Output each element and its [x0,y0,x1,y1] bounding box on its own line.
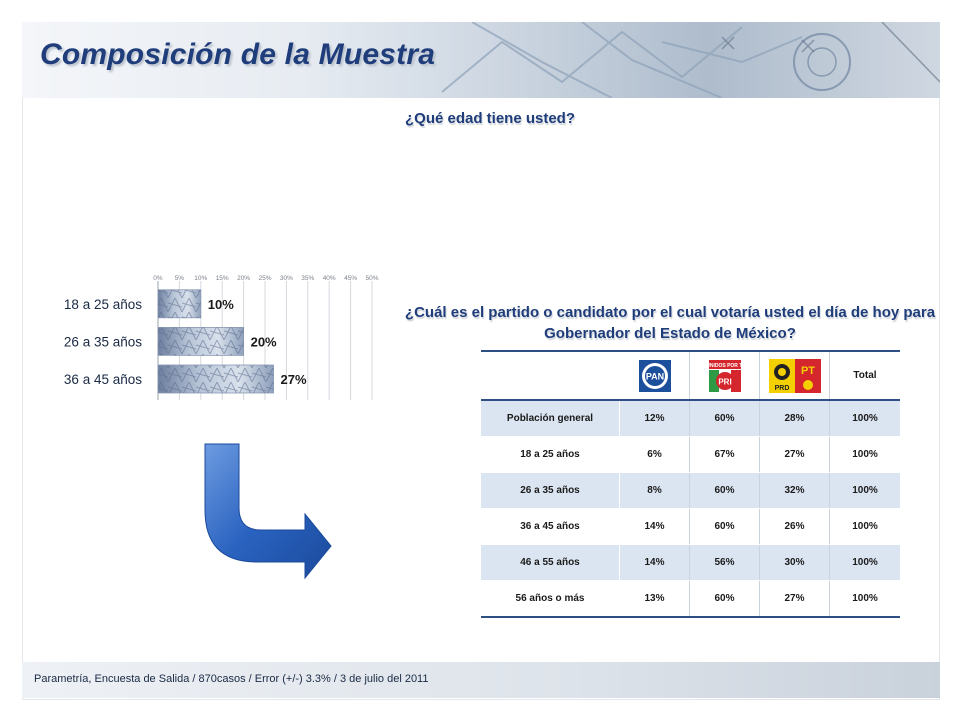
row-label: 26 a 35 años [481,472,620,509]
x-tick-label: 15% [216,275,229,282]
x-tick-label: 45% [344,275,357,282]
value-label: 27% [281,372,307,387]
row-label: Población general [481,400,620,437]
table-row: 36 a 45 años 14% 60% 26% 100% [481,508,900,545]
table-header-row: PAN UNIDOS POR TI PRI PRD PT [481,350,900,401]
table-cell: 60% [689,580,760,618]
table-cell: 67% [689,436,760,473]
table-cell: 100% [829,580,900,618]
category-label: 26 a 35 años [64,334,142,349]
table-cell: 28% [759,400,830,437]
table-cell: 30% [759,544,830,581]
table-cell: 6% [619,436,690,473]
table-row: 18 a 25 años 6% 67% 27% 100% [481,436,900,473]
table-cell: 14% [619,544,690,581]
row-label: 36 a 45 años [481,508,620,545]
footer-source-text: Parametría, Encuesta de Salida / 870caso… [34,673,429,685]
table-cell: 60% [689,400,760,437]
row-label: 56 años o más [481,580,620,618]
table-cell: 60% [689,472,760,509]
row-label: 46 a 55 años [481,544,620,581]
table-cell: 100% [829,472,900,509]
table-cell: 100% [829,436,900,473]
x-tick-label: 40% [323,275,336,282]
table-cell: 60% [689,508,760,545]
value-label: 10% [208,297,234,312]
table-cell: 13% [619,580,690,618]
arrow-icon [204,443,332,580]
age-bar-chart: 0% 5% 10% 15% 20% 25% 30% 35% 40% 45% 50% 18 a 25 … [64,275,379,400]
pri-logo-banner: UNIDOS POR TI [706,363,744,369]
header-banner [22,22,940,98]
table-header-total: Total [829,350,900,401]
slide-title: Composición de la Muestra [40,38,436,71]
age-chart-title: ¿Qué edad tiene usted? [404,110,576,127]
x-tick-label: 50% [365,275,378,282]
table-cell: 27% [759,580,830,618]
table-header-blank [481,350,620,401]
vote-table-title: ¿Cuál es el partido o candidato por el c… [404,304,936,342]
bar-texture [158,327,244,356]
bar-texture [158,289,201,318]
category-label: 36 a 45 años [64,372,142,387]
x-tick-label: 20% [237,275,250,282]
table-row: 56 años o más 13% 60% 27% 100% [481,580,900,618]
table-row: 26 a 35 años 8% 60% 32% 100% [481,472,900,509]
table-cell: 27% [759,436,830,473]
banner-decoration [441,22,940,98]
row-label: 18 a 25 años [481,436,620,473]
category-label: 18 a 25 años [64,297,142,312]
x-tick-label: 30% [280,275,293,282]
footer-bar: Parametría, Encuesta de Salida / 870caso… [22,662,940,698]
pri-logo-cell: UNIDOS POR TI PRI [689,350,760,401]
table-cell: 100% [829,508,900,545]
prd-pt-logo-cell: PRD PT [759,350,830,401]
table-row: 46 a 55 años 14% 56% 30% 100% [481,544,900,581]
table-row: Población general 12% 60% 28% 100% [481,400,900,437]
pri-logo-text: PRI [718,377,731,386]
table-cell: 32% [759,472,830,509]
pan-logo-icon: PAN [638,359,671,392]
bar-texture [158,365,274,393]
x-tick-label: 5% [175,275,185,282]
table-cell: 100% [829,400,900,437]
table-cell: 56% [689,544,760,581]
pan-logo-cell: PAN [619,350,690,401]
x-tick-label: 0% [153,275,163,282]
value-label: 20% [251,334,277,349]
x-tick-label: 10% [194,275,207,282]
x-tick-label: 25% [258,275,271,282]
prd-pt-logo-icon: PRD PT [768,358,821,393]
prd-logo-text: PRD [774,385,789,392]
pan-logo-text: PAN [645,371,663,381]
pri-logo-icon: UNIDOS POR TI PRI [706,358,744,393]
table-cell: 26% [759,508,830,545]
table-cell: 8% [619,472,690,509]
table-cell: 14% [619,508,690,545]
table-cell: 100% [829,544,900,581]
pt-logo-text: PT [800,365,814,377]
table-cell: 12% [619,400,690,437]
x-tick-label: 35% [301,275,314,282]
vote-table: PAN UNIDOS POR TI PRI PRD PT [481,350,900,618]
